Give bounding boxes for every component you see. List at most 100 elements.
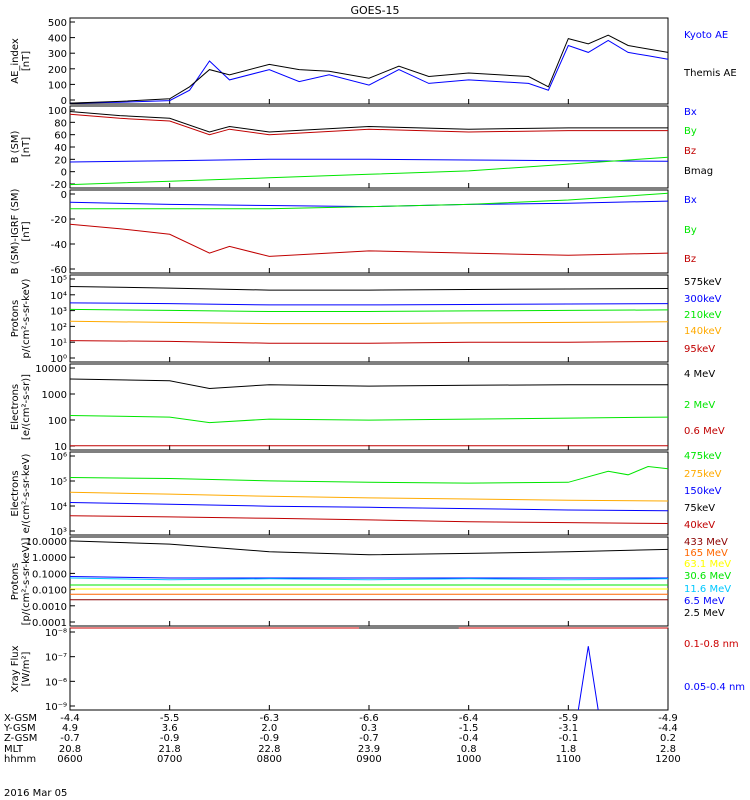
series-line-bz [69,223,669,257]
legend-label: Kyoto AE [684,30,728,41]
y-tick-label: 100 [48,80,67,91]
x-row-value: 23.9 [358,744,380,755]
x-row-value: 0800 [257,754,282,765]
y-axis-label: [nT] [21,137,32,157]
y-tick-label: 40 [54,143,67,154]
y-tick-label: 0 [61,96,67,107]
x-row-value: 1200 [655,754,680,765]
legend-label: 63.1 MeV [684,559,731,570]
y-tick-label: 100 [48,106,67,117]
panel-5: 10000 1000 100 10 Electrons [e/(cm²-s-sr)] 4 M… [10,363,725,453]
series-line-300kev [69,302,669,306]
series-line-by [69,156,669,186]
panel-frame [69,17,669,105]
panel-1: 500 400 300 200 100 0 AE_index [nT] Kyoto AE Them… [10,17,737,107]
x-row-value: 22.8 [258,744,280,755]
y-tick-label: 10⁰ [50,354,67,365]
x-row-value: 1.8 [560,744,576,755]
y-axis-label: p/(cm²-s-sr-keV) [21,278,32,358]
x-row-value: 4.9 [62,723,78,734]
series-line-275kev [69,491,669,502]
panel-3: 0 -20 -40 -60 B (SM)-IGRF (SM) [nT] Bx By Bz [10,189,697,276]
y-tick-label: 10⁴ [50,291,67,302]
legend-label: 165 MeV [684,548,728,559]
legend-label: 0.05-0.4 nm [684,682,745,693]
series-line-by [70,192,669,210]
legend-label: Bx [684,195,697,206]
y-tick-label: 10³ [50,527,67,538]
x-row-value: -0.1 [559,733,579,744]
x-row-value: -1.5 [459,723,479,734]
y-tick-label: 10¹ [50,338,67,349]
panel-7: 10.0000 1.0000 0.1000 0.0100 0.0010 0.0001 Pro… [10,536,731,629]
x-row-value: -0.9 [160,733,180,744]
legend-label: 40keV [684,520,715,531]
y-tick-label: 200 [48,65,67,76]
legend-label: Bz [684,146,696,157]
legend-label: 2 MeV [684,400,715,411]
x-row-value: -6.3 [260,713,280,724]
x-row-value: 2.8 [660,744,676,755]
y-tick-label: 10⁵ [50,477,67,488]
legend-label: 150keV [684,486,722,497]
y-axis-label: Protons [10,563,21,600]
panel-frame [69,536,669,627]
panel-frame [69,363,669,451]
y-tick-label: 60 [54,131,67,142]
y-tick-label: -60 [51,265,67,276]
legend-label: Bx [684,107,697,118]
y-tick-label: -40 [51,240,67,251]
y-tick-label: 0.0010 [32,602,67,613]
panel-8: 10⁻⁸ 10⁻⁷ 10⁻⁶ 10⁻⁹ Xray Flux [W/m²] 0.1-0.8 n… [10,627,745,713]
x-row-label: hhmm [4,754,36,765]
y-tick-label: 0.0001 [32,618,67,629]
y-tick-label: 1000 [42,390,67,401]
series-line-4-mev [69,378,668,390]
x-row-value: -4.9 [658,713,678,724]
series-line-95kev [69,340,669,344]
y-tick-label: 10000 [35,364,67,375]
legend-label: Bz [684,254,696,265]
y-tick-label: 10⁻⁸ [45,628,67,639]
y-tick-label: 500 [48,18,67,29]
legend-label: Bmag [684,166,713,177]
y-tick-label: 10 [54,442,67,453]
legend-label: 140keV [684,326,722,337]
x-row-label: Y-GSM [3,723,36,734]
y-tick-label: 0 [61,168,67,179]
legend-label: 433 MeV [684,537,728,548]
y-axis-label: Xray Flux [10,645,21,692]
series-line-2-mev [69,415,669,424]
legend-label: 0.1-0.8 nm [684,639,739,650]
x-row-value: -3.1 [559,723,579,734]
y-axis-label: [W/m²] [21,651,32,686]
y-tick-label: 10⁻⁶ [45,677,67,688]
series-line-bx [69,158,669,163]
legend-label: 210keV [684,310,722,321]
x-row-value: -4.4 [658,723,678,734]
legend-label: 475keV [684,451,722,462]
series-line-bmag [69,111,668,133]
series-line-150kev [69,502,669,512]
x-row-value: 0600 [57,754,82,765]
y-tick-label: 10⁴ [50,502,67,513]
x-row-value: -0.9 [260,733,280,744]
y-tick-label: 0.1000 [32,569,67,580]
x-row-value: 0900 [356,754,381,765]
x-row-value: -0.4 [459,733,479,744]
legend-label: By [684,225,697,236]
x-row-value: -4.4 [60,713,80,724]
y-tick-label: 10.0000 [26,537,67,548]
series-line-0-05-0-4-nm [577,646,599,711]
series-line-themis-ae [69,34,669,104]
series-line-bx [69,200,669,208]
chart-title: GOES-15 [350,4,399,17]
y-tick-label: 10² [50,322,67,333]
y-axis-label: B (SM)-IGRF (SM) [10,189,21,275]
x-row-value: -5.5 [160,713,180,724]
legend-label: 6.5 MeV [684,596,725,607]
y-tick-label: 80 [54,118,67,129]
